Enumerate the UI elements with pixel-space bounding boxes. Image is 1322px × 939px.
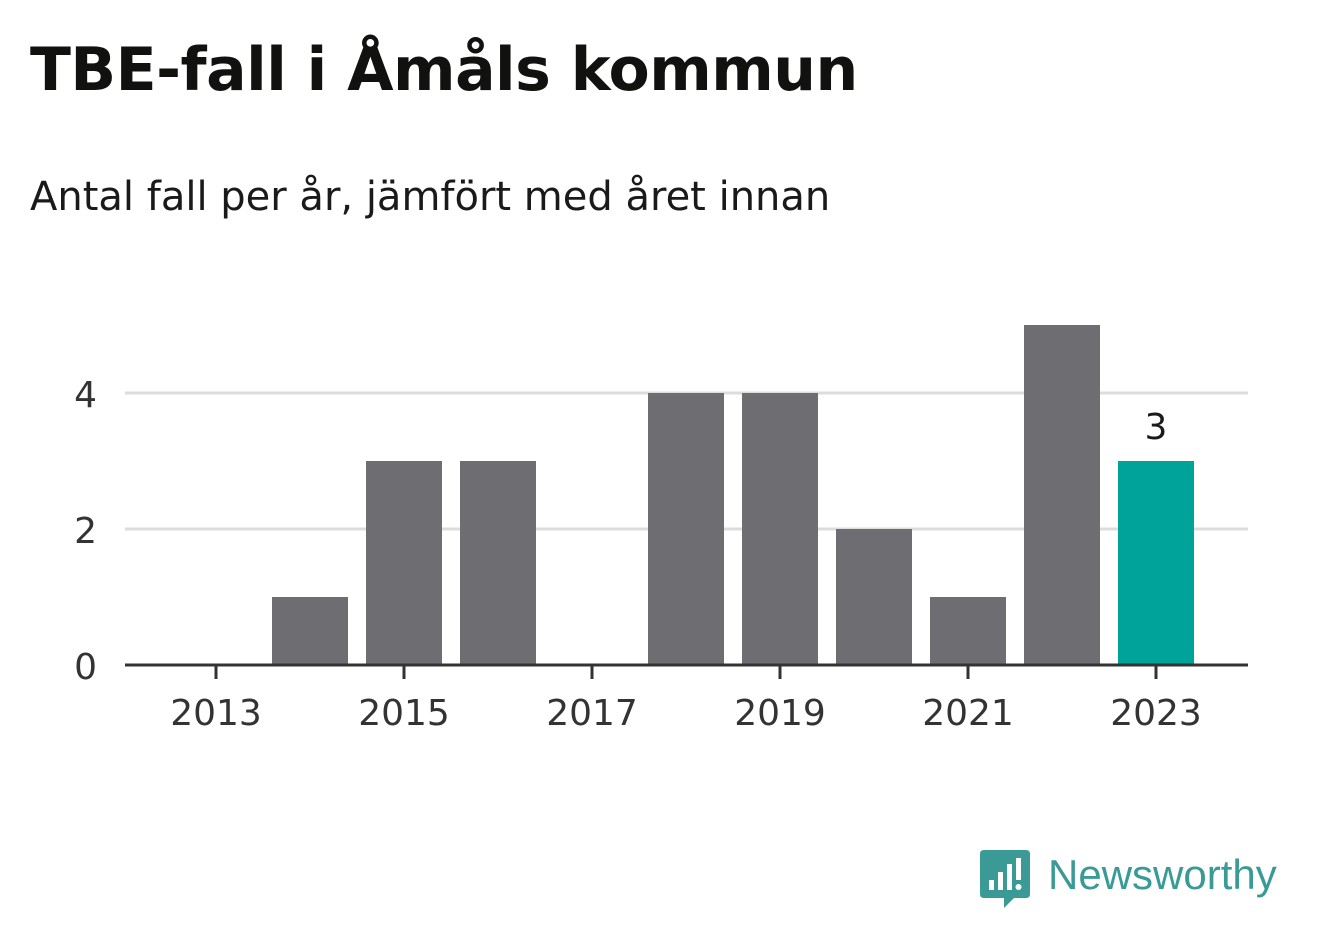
data-label-2023: 3: [1145, 407, 1168, 448]
bar-chart-speech-bubble-icon: [980, 850, 1030, 908]
brand-name: Newsworthy: [1048, 851, 1277, 898]
bar-2023: [1118, 461, 1194, 665]
bar-2022: [1024, 325, 1100, 665]
x-tick-label: 2017: [546, 693, 638, 734]
x-tick-label: 2013: [170, 693, 262, 734]
chart-title: TBE-fall i Åmåls kommun: [30, 35, 858, 105]
x-tick-label: 2021: [922, 693, 1014, 734]
bar-2020: [836, 529, 912, 665]
bar-2021: [930, 597, 1006, 665]
annotations: 3: [1145, 407, 1168, 448]
x-tick-label: 2019: [734, 693, 826, 734]
x-axis: [125, 663, 1248, 679]
bar-2016: [460, 461, 536, 665]
newsworthy-logo: Newsworthy: [980, 850, 1300, 910]
bars: [272, 325, 1194, 665]
bar-2014: [272, 597, 348, 665]
bar-2018: [648, 393, 724, 665]
x-tick-labels: 2013 2015 2017 2019 2021 2023: [170, 693, 1202, 734]
chart-subtitle: Antal fall per år, jämfört med året inna…: [30, 174, 831, 220]
y-tick-label: 0: [74, 647, 97, 688]
bar-2015: [366, 461, 442, 665]
bar-2019: [742, 393, 818, 665]
x-tick-label: 2015: [358, 693, 450, 734]
y-tick-label: 4: [74, 375, 97, 416]
y-tick-labels: 0 2 4: [74, 375, 97, 688]
y-tick-label: 2: [74, 511, 97, 552]
x-tick-label: 2023: [1110, 693, 1202, 734]
